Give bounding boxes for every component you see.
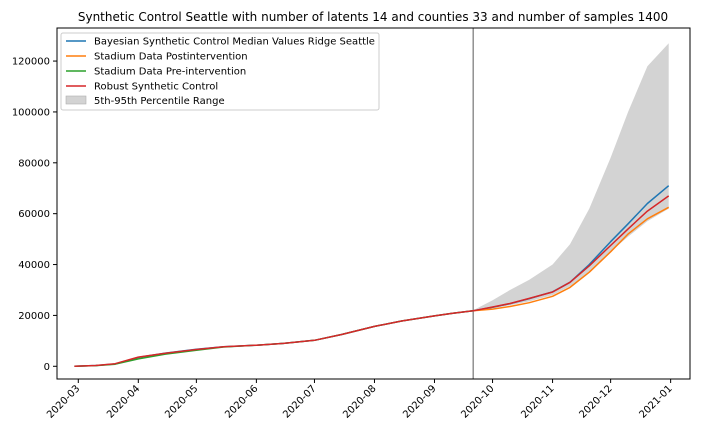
x-axis: 2020-03 2020-04 2020-05 2020-06 2020-07 2020-…: [45, 379, 675, 421]
percentile-band: [473, 43, 669, 311]
x-tick-label: 2020-08: [341, 383, 378, 420]
x-tick-label: 2020-05: [163, 383, 200, 420]
y-tick-label: 60000: [18, 209, 50, 220]
y-axis: 0 20000 40000 60000 80000 100000 120000: [12, 57, 57, 373]
y-tick-label: 100000: [12, 107, 50, 118]
y-tick-label: 40000: [18, 260, 50, 271]
band-layer: [473, 43, 669, 311]
legend-label-bayes: Bayesian Synthetic Control Median Values…: [94, 37, 375, 48]
legend: Bayesian Synthetic Control Median Values…: [60, 32, 380, 111]
series-line-post: [473, 206, 670, 312]
y-tick-label: 80000: [18, 158, 50, 169]
x-tick-label: 2020-09: [401, 383, 438, 420]
x-tick-label: 2020-07: [281, 383, 318, 420]
legend-box: [60, 32, 380, 111]
series-layer: [74, 185, 670, 368]
x-tick-label: 2020-04: [105, 383, 142, 420]
y-tick-label: 120000: [12, 57, 50, 68]
plot-frame: [56, 27, 691, 380]
legend-swatch-band: [65, 95, 87, 105]
x-tick-label: 2020-12: [577, 383, 614, 420]
legend-label-post: Stadium Data Postintervention: [94, 52, 248, 63]
chart-title: Synthetic Control Seattle with number of…: [78, 10, 668, 24]
x-tick-label: 2020-06: [223, 383, 260, 420]
legend-label-pre: Stadium Data Pre-intervention: [94, 67, 246, 78]
x-tick-label: 2020-03: [45, 383, 82, 420]
y-tick-label: 0: [44, 362, 50, 373]
legend-label-band: 5th-95th Percentile Range: [94, 96, 225, 107]
x-tick-label: 2020-10: [459, 383, 496, 420]
legend-label-robust: Robust Synthetic Control: [94, 82, 218, 93]
y-tick-label: 20000: [18, 311, 50, 322]
x-tick-label: 2021-01: [637, 383, 674, 420]
x-tick-label: 2020-11: [519, 383, 556, 420]
series-line-robust: [74, 195, 670, 368]
